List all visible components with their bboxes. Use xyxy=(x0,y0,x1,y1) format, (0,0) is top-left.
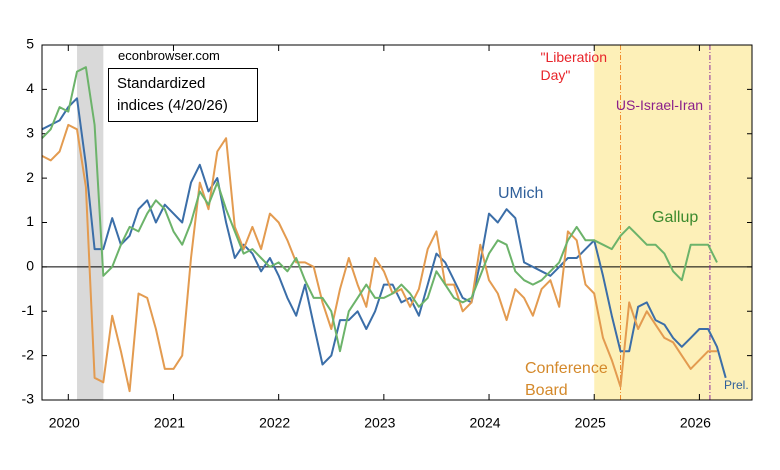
y-tick-label: -3 xyxy=(22,391,35,407)
series-label: Conference Board xyxy=(525,360,608,399)
series-label: Gallup xyxy=(652,209,699,226)
event-label: US-Israel-Iran xyxy=(615,97,704,113)
series-line xyxy=(41,97,727,379)
x-tick-label: 2021 xyxy=(154,415,185,431)
x-tick-label: 2026 xyxy=(680,415,711,431)
series-label: UMich xyxy=(498,185,544,202)
y-tick-label: 0 xyxy=(26,258,34,274)
series-line xyxy=(41,66,718,353)
note-box: Standardized indices (4/20/26) xyxy=(108,68,258,122)
y-tick-label: -1 xyxy=(22,302,35,318)
prelim-label: Prel. xyxy=(724,378,749,392)
y-tick-label: 3 xyxy=(26,124,34,140)
shade xyxy=(77,45,104,400)
y-tick-label: 2 xyxy=(26,169,34,185)
x-tick-label: 2025 xyxy=(575,415,606,431)
y-tick-label: -2 xyxy=(22,346,35,362)
y-tick-label: 4 xyxy=(26,80,34,96)
source: econbrowser.com xyxy=(118,48,220,63)
x-tick-label: 2020 xyxy=(49,415,80,431)
y-tick-label: 5 xyxy=(26,36,34,52)
series-line xyxy=(41,123,717,393)
x-tick-label: 2023 xyxy=(364,415,395,431)
y-tick-label: 1 xyxy=(26,213,34,229)
x-tick-label: 2022 xyxy=(259,415,290,431)
plot-frame xyxy=(41,44,753,401)
x-tick-label: 2024 xyxy=(469,415,500,431)
event-label: "Liberation Day" xyxy=(540,49,607,83)
